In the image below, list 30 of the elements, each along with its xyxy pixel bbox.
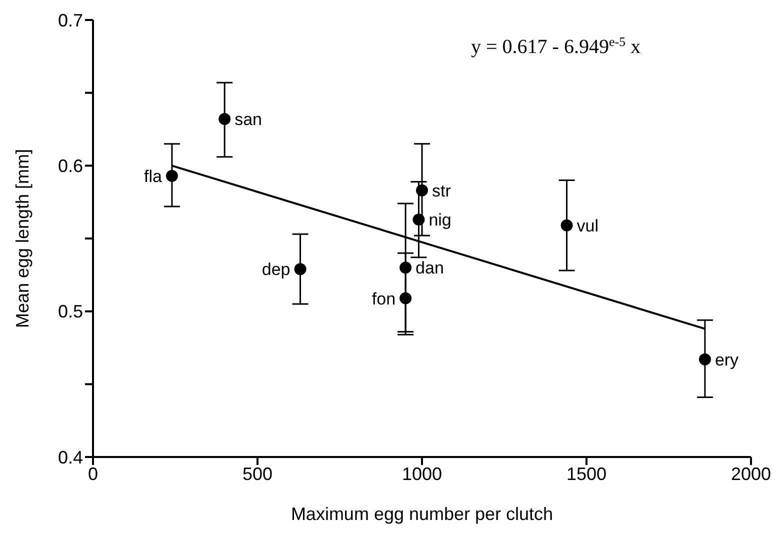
x-tick-label: 1500 [566,464,607,484]
point [698,353,711,366]
x-tick-label: 0 [88,464,98,484]
annotation: dep [262,260,290,280]
y-tick-label: 0.5 [58,302,83,322]
point [416,184,428,196]
annotation: fla [144,166,162,186]
annotation: y = 0.617 - 6.949$^{e-5}$ x [471,34,641,58]
point [400,292,412,304]
x-tick-label: 2000 [730,464,772,484]
point [218,113,231,126]
y-tick-label: 0.4 [58,447,83,468]
x-tick-label: 500 [242,464,273,484]
x-axis-title: Maximum egg number per clutch [290,504,554,524]
y-tick-label: 0.7 [58,10,83,30]
annotation: san [234,110,262,130]
annotation: ery [714,350,740,370]
annotation: vul [576,216,598,236]
annotation: str [432,181,452,200]
annotation: dan [416,258,444,278]
x-tick-label: 1000 [402,464,442,484]
point [294,263,306,276]
point [400,262,412,274]
y-tick-label: 0.6 [58,156,83,176]
annotation: nig [428,210,452,230]
point [166,170,178,182]
annotation: fon [372,289,396,308]
point [412,214,425,226]
y-axis-title: Mean egg length [mm] [12,148,32,328]
point [560,219,573,232]
